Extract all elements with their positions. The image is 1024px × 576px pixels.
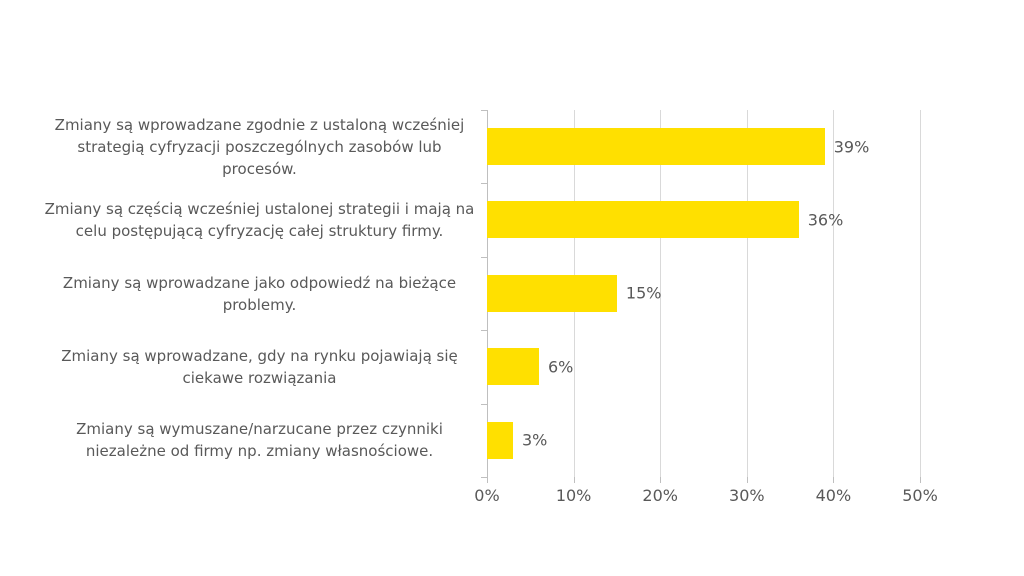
bar (487, 274, 617, 312)
bar (487, 348, 539, 386)
bar-row: 3% (487, 404, 920, 477)
gridline (746, 110, 748, 477)
x-tick-label: 20% (642, 486, 678, 505)
bar-value-label: 36% (807, 210, 844, 230)
x-axis-tick (573, 477, 575, 483)
x-axis-tick (746, 477, 748, 483)
bar-row: 15% (487, 257, 920, 330)
x-tick-label: 0% (474, 486, 500, 505)
category-label: Zmiany są wymuszane/narzucane przez czyn… (76, 420, 443, 461)
bar-value-label: 39% (833, 137, 870, 157)
x-tick-label: 50% (902, 486, 938, 505)
y-axis-tick (481, 477, 487, 478)
x-tick-label: 40% (815, 486, 852, 505)
gridline (660, 110, 662, 477)
gridline (920, 110, 921, 477)
bar-row: 36% (487, 183, 920, 256)
bar-value-label: 15% (625, 283, 662, 303)
category-axis-labels: Zmiany są wprowadzane zgodnie z ustaloną… (38, 110, 481, 477)
x-axis-tick (660, 477, 662, 483)
category-label: Zmiany są wprowadzane zgodnie z ustaloną… (54, 115, 465, 178)
x-tick-label: 30% (729, 486, 765, 505)
x-axis-tick (833, 477, 835, 483)
bar-row: 6% (487, 330, 920, 403)
y-axis-tick (481, 110, 487, 111)
x-tick-label: 10% (555, 486, 592, 505)
y-axis-tick (481, 183, 487, 185)
y-axis-tick (481, 256, 487, 258)
y-axis-tick (481, 330, 487, 332)
category-label: Zmiany są częścią wcześniej ustalonej st… (44, 200, 475, 241)
bar (487, 128, 825, 165)
bar-row: 39% (487, 110, 920, 183)
bar (487, 201, 799, 239)
value-axis-labels: 0% 10% 20% 30% 40% 50% (474, 486, 937, 508)
category-label: Zmiany są wprowadzane jako odpowiedź na … (62, 273, 457, 314)
gridline (833, 110, 835, 477)
bar-value-label: 3% (521, 430, 548, 450)
x-axis-tick (920, 477, 921, 483)
plot-area: 39% 36% 15% 6% 3% (481, 110, 921, 483)
category-label: Zmiany są wprowadzane, gdy na rynku poja… (61, 346, 458, 387)
bar-value-label: 6% (547, 357, 574, 377)
bar (487, 421, 513, 459)
x-axis-tick (487, 477, 488, 483)
y-axis-tick (481, 403, 487, 405)
